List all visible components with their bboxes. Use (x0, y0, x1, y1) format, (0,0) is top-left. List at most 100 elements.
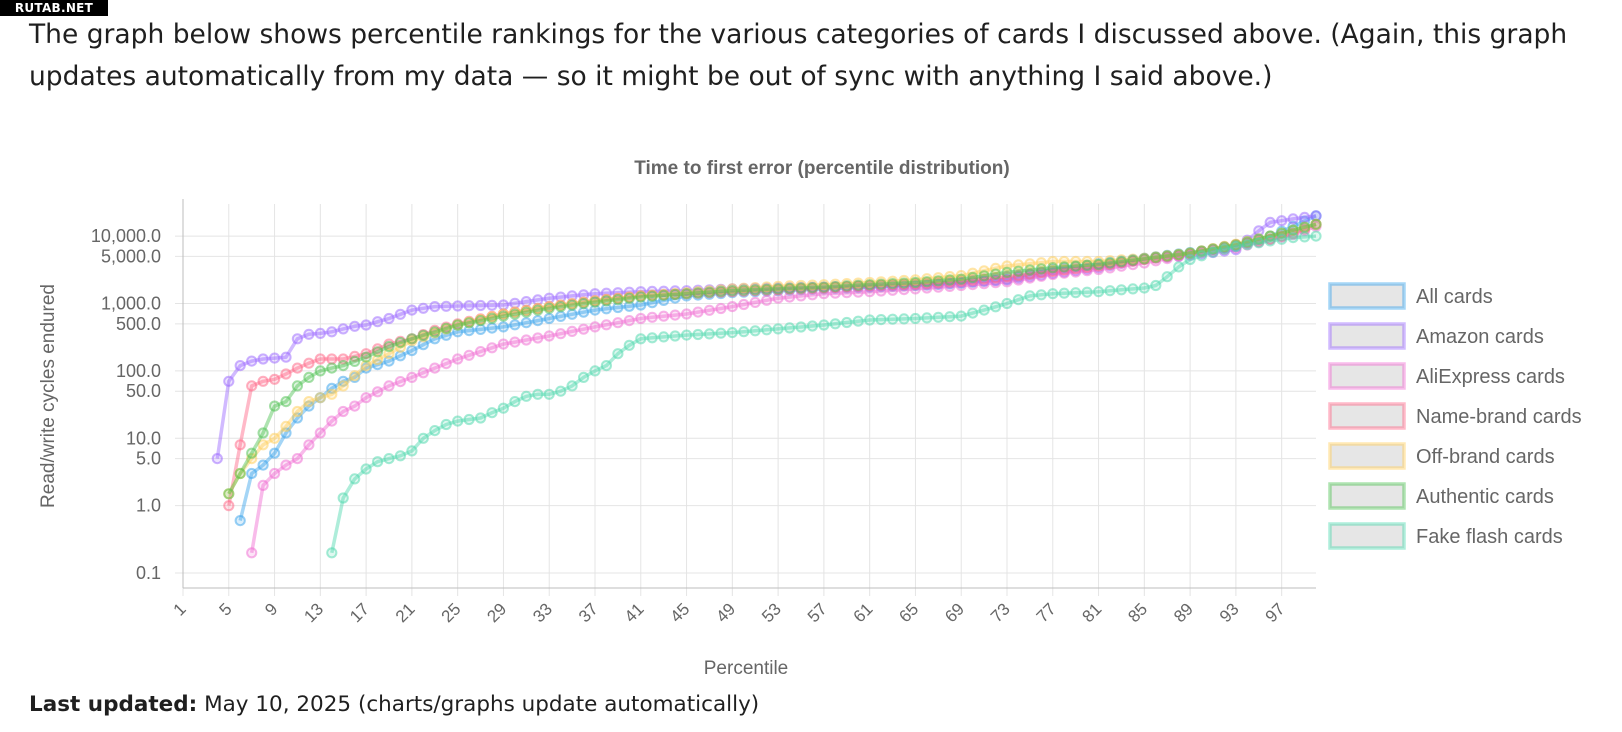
data-point (417, 432, 429, 444)
data-point (600, 360, 613, 372)
data-point (1012, 265, 1025, 277)
data-point (463, 413, 475, 426)
data-point (383, 380, 395, 392)
series-line (227, 222, 1317, 507)
data-point (669, 288, 681, 301)
data-point (269, 352, 281, 364)
data-point (497, 321, 509, 333)
data-point (806, 320, 819, 332)
y-tick-label: 500.0 (116, 314, 161, 334)
data-point (909, 312, 922, 325)
legend-item-all-cards[interactable]: All cards (1328, 282, 1493, 310)
data-point (314, 365, 326, 377)
data-point (372, 354, 384, 366)
data-point (349, 400, 361, 412)
data-point (269, 373, 281, 385)
data-point (269, 447, 281, 459)
last-updated-line: Last updated: May 10, 2025 (charts/graph… (29, 692, 759, 717)
x-tick-label: 69 (941, 599, 968, 626)
data-point (703, 304, 716, 316)
legend-swatch (1328, 522, 1406, 550)
data-point (314, 353, 326, 365)
data-point (257, 375, 269, 387)
x-tick-label: 85 (1124, 599, 1151, 626)
data-point (497, 402, 509, 414)
data-point (623, 292, 635, 304)
data-point (646, 311, 658, 323)
data-point (337, 360, 349, 372)
legend-item-amazon-cards[interactable]: Amazon cards (1328, 322, 1544, 350)
site-watermark: RUTAB.NET (0, 0, 108, 16)
data-point (795, 321, 807, 333)
data-point (337, 323, 349, 335)
series-line (249, 224, 1317, 554)
data-point (314, 392, 326, 404)
data-point (223, 488, 235, 500)
data-point (349, 473, 361, 485)
y-tick-label: 10.0 (126, 428, 161, 448)
data-point (726, 285, 738, 297)
data-point (909, 276, 922, 289)
data-point (497, 310, 509, 322)
data-point (1241, 239, 1253, 251)
data-point (749, 296, 761, 308)
legend-item-aliexpress-cards[interactable]: AliExpress cards (1328, 362, 1565, 390)
data-point (509, 319, 521, 331)
data-point (452, 353, 464, 365)
data-point (1047, 262, 1059, 274)
data-point (440, 300, 452, 312)
chart-title: Time to first error (percentile distribu… (634, 158, 1009, 179)
data-point (291, 333, 303, 345)
data-point (841, 316, 853, 329)
data-point (1070, 287, 1082, 299)
data-point (303, 371, 315, 383)
legend-item-fake-flash-cards[interactable]: Fake flash cards (1328, 522, 1563, 550)
data-point (1196, 250, 1208, 262)
data-point (612, 348, 624, 360)
data-point (486, 342, 498, 354)
data-point (383, 453, 395, 465)
data-point (1299, 211, 1311, 223)
x-tick-label: 33 (529, 599, 556, 626)
data-point (1310, 230, 1322, 242)
data-point (372, 316, 384, 328)
legend-item-authentic-cards[interactable]: Authentic cards (1328, 482, 1554, 510)
data-point (429, 326, 441, 338)
data-point (612, 317, 624, 329)
legend-item-off-brand-cards[interactable]: Off-brand cards (1328, 442, 1555, 470)
data-point (280, 351, 292, 363)
data-point (555, 310, 567, 322)
data-point (589, 321, 601, 333)
x-tick-label: 49 (712, 599, 739, 626)
data-point (635, 333, 647, 345)
data-point (990, 301, 1002, 313)
data-point (898, 277, 910, 289)
data-point (658, 310, 670, 322)
data-point (372, 386, 384, 398)
data-point (246, 355, 258, 367)
data-point (658, 331, 670, 343)
data-point (406, 371, 418, 383)
data-point (600, 319, 613, 331)
data-point (1161, 271, 1173, 283)
data-point (257, 353, 269, 365)
data-point (269, 467, 281, 480)
data-point (555, 385, 567, 397)
data-point (578, 371, 590, 383)
data-point (406, 333, 418, 345)
x-tick-label: 5 (215, 599, 235, 619)
data-point (394, 308, 406, 320)
data-point (520, 306, 532, 318)
data-point (520, 317, 532, 329)
data-point (829, 281, 841, 293)
data-point (223, 500, 235, 512)
data-point (1127, 254, 1139, 266)
legend-swatch (1328, 482, 1406, 510)
legend-item-name-brand-cards[interactable]: Name-brand cards (1328, 402, 1582, 430)
data-point (417, 329, 429, 341)
data-point (841, 280, 853, 292)
data-point (1218, 243, 1231, 255)
data-point (406, 304, 418, 316)
data-point (360, 348, 372, 360)
